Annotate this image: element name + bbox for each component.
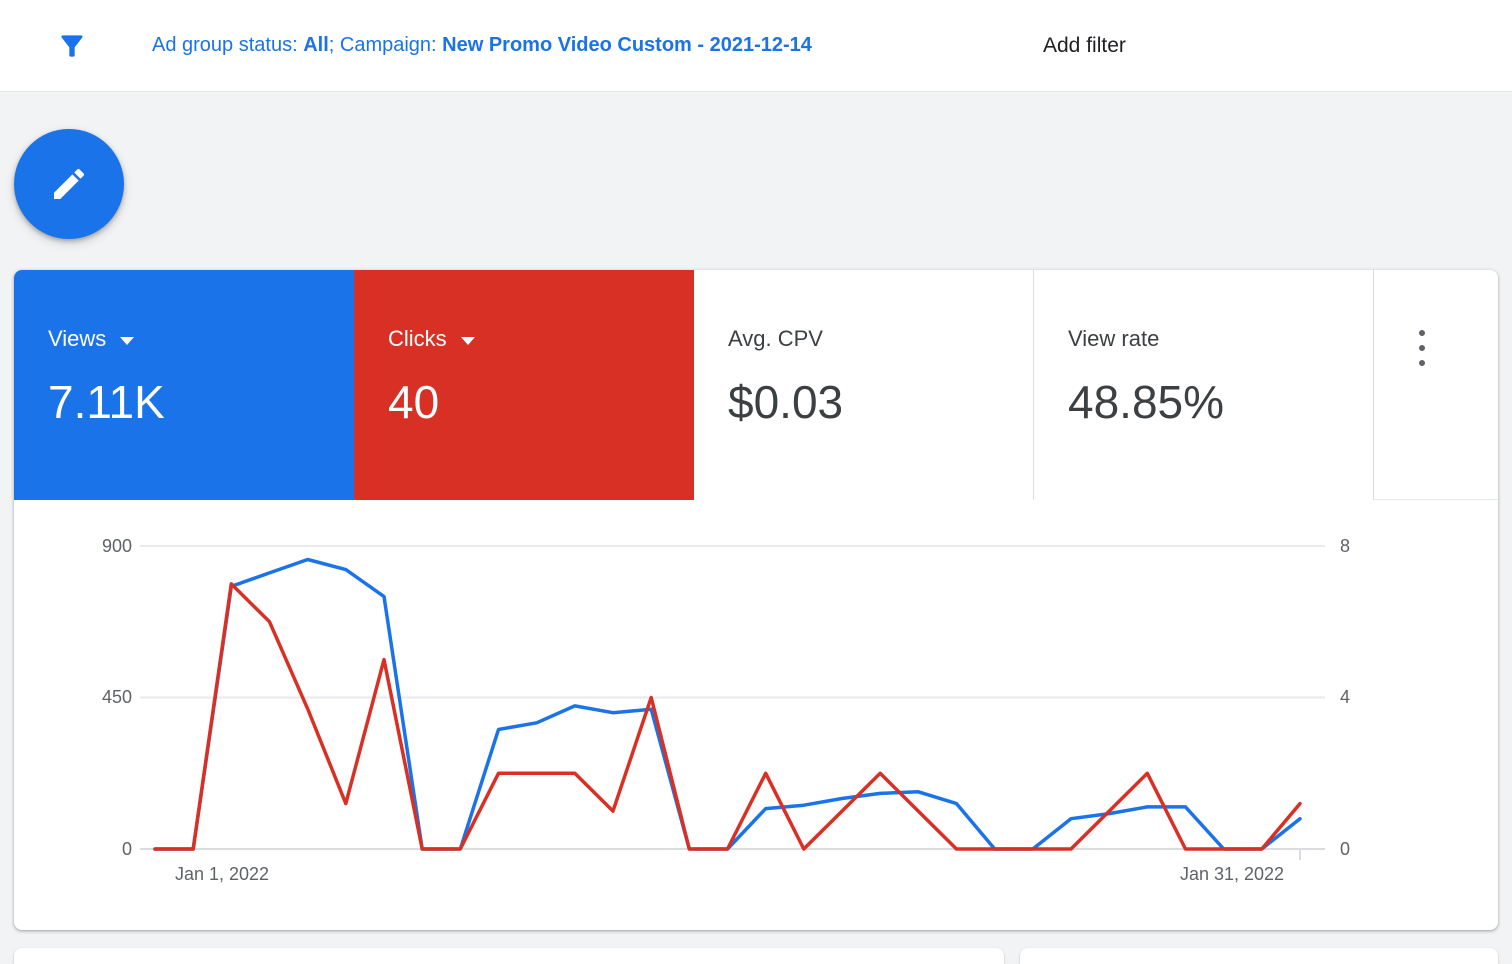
metric-tab-avg-cpv[interactable]: Avg. CPV $0.03 (694, 270, 1034, 500)
filter-segment: ; Campaign: (328, 34, 443, 56)
applied-filters-chip[interactable]: Ad group status: All; Campaign: New Prom… (152, 34, 812, 57)
y-axis-right-tick: 0 (1340, 839, 1351, 859)
metric-label: Clicks (388, 326, 447, 351)
bottom-card-right (1020, 948, 1498, 964)
y-axis-left-tick: 450 (101, 687, 132, 707)
edit-fab-button[interactable] (14, 129, 124, 239)
metric-value: $0.03 (728, 376, 844, 428)
filter-segment-value: New Promo Video Custom - 2021-12-14 (442, 34, 812, 56)
metric-label: Views (48, 326, 107, 351)
metric-tab-clicks[interactable]: Clicks 40 (354, 270, 694, 500)
x-axis-start-label: Jan 1, 2022 (174, 864, 270, 884)
y-axis-left-tick: 900 (101, 536, 132, 556)
filter-segment: Ad group status: (152, 34, 304, 56)
chevron-down-icon[interactable] (120, 336, 135, 345)
overview-card: Views 7.11K Clicks 40 Avg. CPV $0.03 Vie… (14, 270, 1498, 930)
y-axis-right-tick: 8 (1340, 536, 1351, 556)
funnel-icon (61, 34, 83, 57)
overflow-menu-button[interactable] (1404, 320, 1440, 376)
metric-label: View rate (1068, 326, 1160, 351)
x-axis-end-label: Jan 31, 2022 (1179, 864, 1285, 884)
filter-icon[interactable] (56, 30, 88, 62)
metric-value: 40 (388, 376, 440, 428)
metric-tab-view-rate[interactable]: View rate 48.85% (1034, 270, 1374, 500)
metric-label: Avg. CPV (728, 326, 823, 351)
metric-tabs: Views 7.11K Clicks 40 Avg. CPV $0.03 Vie… (14, 270, 1498, 500)
metric-value: 48.85% (1068, 376, 1225, 428)
y-axis-right-tick: 4 (1340, 687, 1351, 707)
metric-tab-views[interactable]: Views 7.11K (14, 270, 354, 500)
add-filter-button[interactable]: Add filter (1043, 33, 1126, 57)
y-axis-left-tick: 0 (121, 839, 132, 859)
chevron-down-icon[interactable] (460, 336, 475, 345)
filter-bar: Ad group status: All; Campaign: New Prom… (0, 0, 1512, 92)
performance-chart (140, 545, 1325, 860)
filter-segment-value: All (303, 34, 329, 56)
metric-value: 7.11K (48, 376, 165, 428)
pencil-icon (54, 168, 85, 199)
bottom-card-left (14, 948, 1004, 964)
vertical-dots-icon (1419, 330, 1425, 336)
